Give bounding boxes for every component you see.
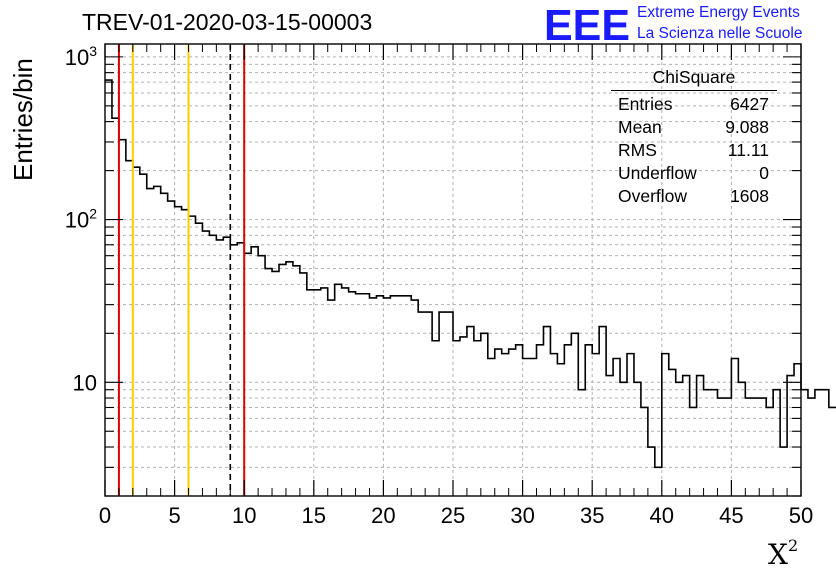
- grid-lines: [105, 44, 801, 497]
- chart-title: TREV-01-2020-03-15-00003: [82, 9, 373, 35]
- y-tick-labels: 10 102 103: [65, 43, 97, 395]
- x-axis-label: X2: [768, 536, 799, 571]
- y-tick-label-1: 102: [65, 206, 97, 233]
- x-tick-labels: 0 5 10 15 20 25 30 35 40 45 50: [99, 503, 813, 528]
- x-tick-label-3: 15: [302, 503, 326, 528]
- logo-mark: EEE: [544, 1, 630, 46]
- x-tick-label-10: 50: [789, 503, 813, 528]
- x-tick-label-2: 10: [232, 503, 256, 528]
- stats-row-underflow: Underflow 0: [618, 163, 769, 183]
- y-axis-label: Entries/bin: [8, 58, 38, 181]
- stats-title: ChiSquare: [611, 67, 777, 91]
- stats-row-mean: Mean 9.088: [618, 117, 769, 137]
- histogram-series: [105, 79, 836, 469]
- x-tick-label-4: 20: [371, 503, 395, 528]
- logo-line-1: Extreme Energy Events: [637, 4, 800, 21]
- x-tick-label-0: 0: [99, 503, 111, 528]
- threshold-lines: [117, 44, 246, 496]
- stats-row-overflow: Overflow 1608: [618, 186, 769, 206]
- axis-ticks: [104, 44, 802, 497]
- x-tick-label-5: 25: [441, 503, 465, 528]
- logo-line-2: La Scienza nelle Scuole: [637, 25, 803, 42]
- stats-box: ChiSquare Entries 6427 Mean 9.088 RMS 11.11…: [611, 67, 777, 208]
- x-tick-label-1: 5: [168, 503, 180, 528]
- stats-row-rms: RMS 11.11: [618, 140, 769, 160]
- y-tick-label-2: 103: [65, 43, 97, 70]
- x-tick-label-9: 45: [719, 503, 743, 528]
- eee-logo: EEE: [544, 1, 630, 46]
- x-tick-label-8: 40: [650, 503, 674, 528]
- x-tick-label-7: 35: [580, 503, 604, 528]
- x-tick-label-6: 30: [510, 503, 534, 528]
- stats-row-entries: Entries 6427: [618, 94, 769, 114]
- y-tick-label-0: 10: [73, 370, 97, 395]
